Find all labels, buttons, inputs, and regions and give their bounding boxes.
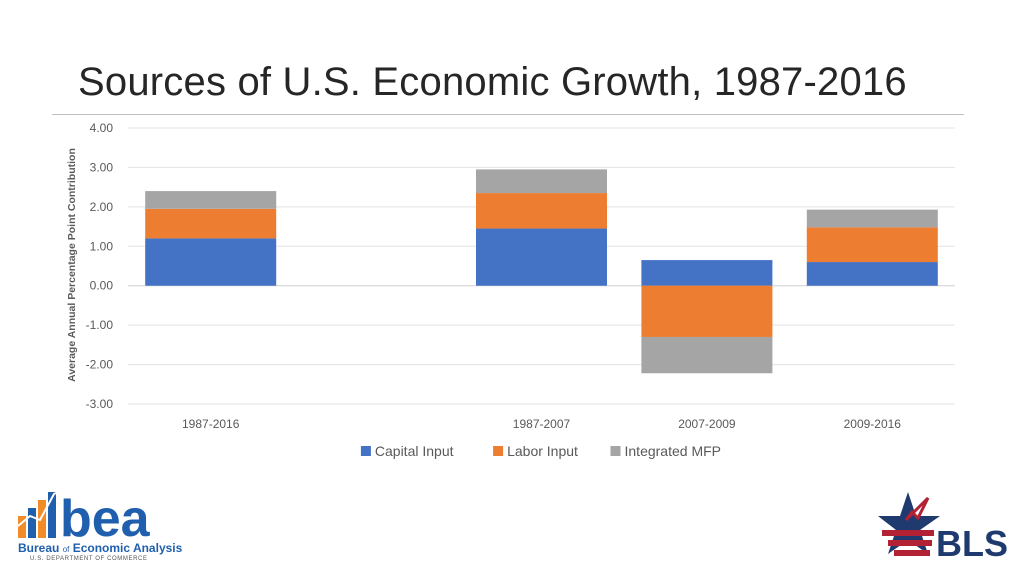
axes: 4.00 3.00 2.00 1.00 0.00 -1.00 -2.00 -3.00 1987-… xyxy=(86,121,902,431)
bar-labor-input-2007-2009 xyxy=(641,285,773,337)
y-tick-label: -2.00 xyxy=(86,358,114,372)
x-tick-label: 1987-2016 xyxy=(182,417,240,431)
bar-integrated-mfp-1987-2016 xyxy=(145,191,277,209)
stacked-bar-chart: 4.00 3.00 2.00 1.00 0.00 -1.00 -2.00 -3.00 1987-… xyxy=(66,121,955,459)
y-tick-label: 4.00 xyxy=(90,121,114,135)
bar-labor-input-2009-2016 xyxy=(806,227,938,263)
bar-capital-input-1987-2007 xyxy=(476,228,607,286)
title-divider xyxy=(52,114,964,115)
bea-mark: bea xyxy=(60,490,151,548)
y-axis-label: Average Annual Percentage Point Contribu… xyxy=(66,148,78,382)
bar-capital-input-2007-2009 xyxy=(641,260,773,286)
y-tick-label: -1.00 xyxy=(86,318,114,332)
bea-name-of: of xyxy=(62,545,70,554)
bar-labor-input-1987-2016 xyxy=(145,208,277,239)
legend-swatch xyxy=(610,446,621,456)
y-tick-label: -3.00 xyxy=(86,397,114,411)
bls-mark: BLS xyxy=(936,523,1008,564)
y-tick-label: 1.00 xyxy=(90,239,114,253)
bars xyxy=(145,169,938,374)
bls-logo-icon: BLS xyxy=(878,492,1008,564)
bar-capital-input-2009-2016 xyxy=(806,262,938,286)
bar-capital-input-1987-2016 xyxy=(145,238,277,286)
page-title: Sources of U.S. Economic Growth, 1987-20… xyxy=(78,60,907,104)
legend: Capital Input Labor Input Integrated MFP xyxy=(360,443,722,459)
legend-label: Integrated MFP xyxy=(625,443,722,459)
bea-name-part2: Economic Analysis xyxy=(72,541,183,555)
bar-integrated-mfp-2007-2009 xyxy=(641,336,773,374)
y-tick-label: 2.00 xyxy=(90,200,114,214)
legend-label: Labor Input xyxy=(507,443,578,459)
bea-name-part1: Bureau xyxy=(18,541,60,555)
legend-swatch xyxy=(360,446,371,456)
y-tick-label: 3.00 xyxy=(90,160,114,174)
x-tick-label: 2009-2016 xyxy=(844,417,902,431)
x-tick-label: 2007-2009 xyxy=(678,417,736,431)
bar-labor-input-1987-2007 xyxy=(476,193,607,229)
y-tick-label: 0.00 xyxy=(90,279,114,293)
bea-logo-icon: bea xyxy=(17,487,151,548)
bar-integrated-mfp-2009-2016 xyxy=(806,209,938,228)
legend-swatch xyxy=(493,446,504,456)
bea-department: U.S. DEPARTMENT OF COMMERCE xyxy=(30,556,148,562)
bar-integrated-mfp-1987-2007 xyxy=(476,169,607,194)
legend-label: Capital Input xyxy=(375,443,454,459)
x-tick-label: 1987-2007 xyxy=(513,417,571,431)
bea-agency-name: Bureau of Economic Analysis xyxy=(18,541,182,555)
